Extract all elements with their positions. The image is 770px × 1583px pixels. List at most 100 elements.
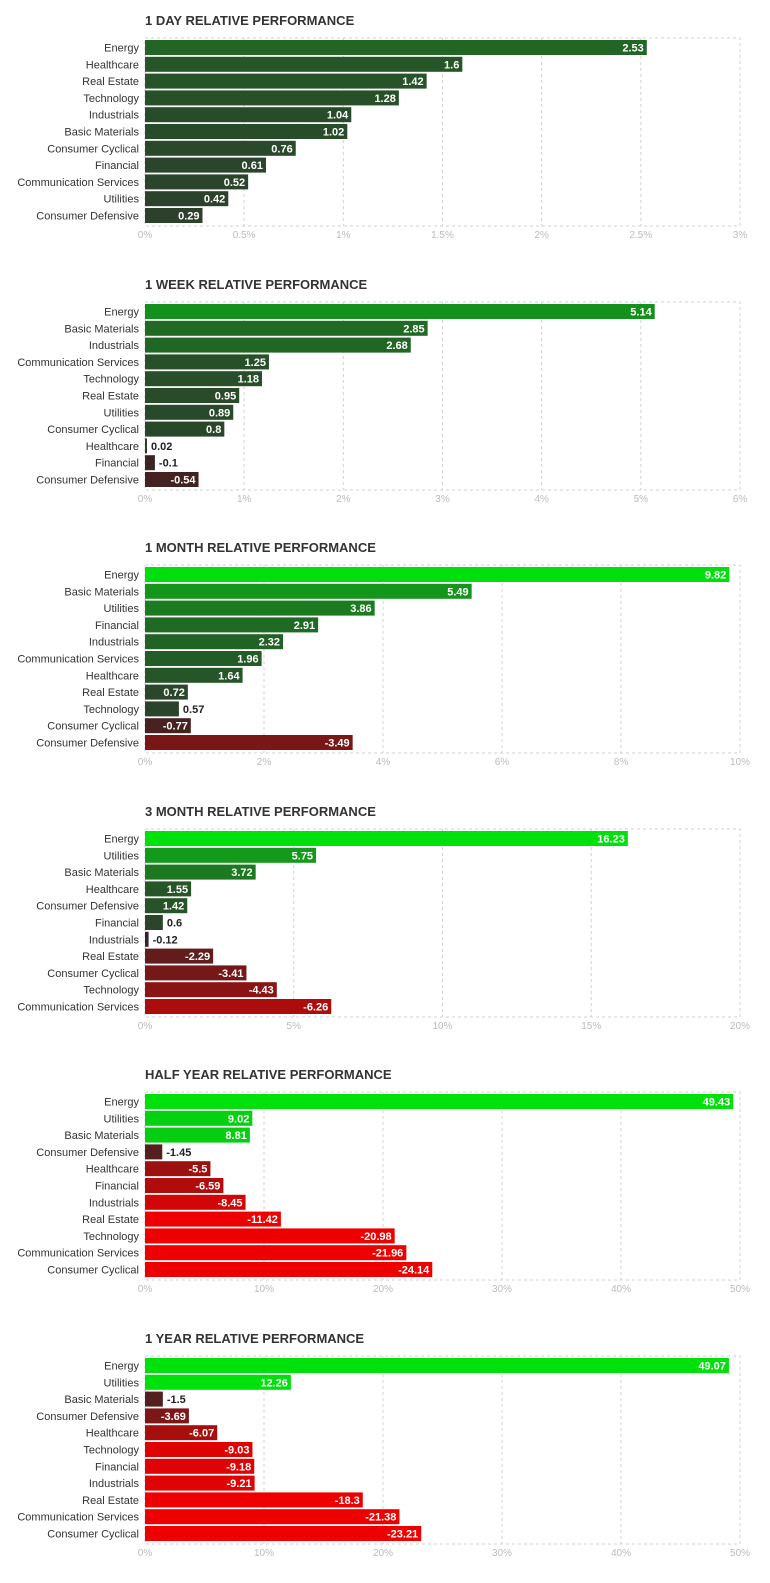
bar[interactable]	[145, 567, 730, 582]
bar-value-label: 0.02	[151, 440, 172, 452]
bar[interactable]	[145, 600, 375, 616]
category-label: Basic Materials	[64, 1394, 139, 1406]
x-tick-label: 3%	[733, 230, 748, 241]
bar[interactable]	[145, 404, 234, 420]
bar[interactable]	[145, 981, 277, 997]
bar-value-label: 0.72	[163, 687, 184, 699]
bar[interactable]	[145, 1094, 734, 1109]
bar[interactable]	[145, 583, 472, 599]
bar[interactable]	[145, 931, 149, 947]
bar[interactable]	[145, 437, 147, 453]
bar[interactable]	[145, 897, 188, 913]
x-tick-label: 30%	[492, 1284, 512, 1295]
bar[interactable]	[145, 370, 263, 386]
bar[interactable]	[145, 998, 332, 1014]
bar[interactable]	[145, 847, 317, 863]
bar[interactable]	[145, 667, 243, 683]
bar[interactable]	[145, 830, 628, 846]
bar[interactable]	[145, 1491, 363, 1507]
bar[interactable]	[145, 320, 428, 336]
bar[interactable]	[145, 718, 191, 734]
bar[interactable]	[145, 880, 192, 896]
x-tick-label: 0%	[138, 1021, 153, 1032]
bar[interactable]	[145, 914, 163, 930]
category-label: Communication Services	[17, 1248, 139, 1260]
bar[interactable]	[145, 1228, 395, 1244]
bar[interactable]	[145, 303, 655, 319]
bar[interactable]	[145, 454, 155, 470]
bar-value-label: -23.21	[387, 1528, 418, 1540]
bar[interactable]	[145, 56, 463, 72]
bar-value-label: -11.42	[247, 1214, 278, 1226]
bar[interactable]	[145, 1245, 407, 1261]
category-label: Financial	[95, 160, 139, 172]
category-label: Utilities	[104, 194, 140, 206]
bar[interactable]	[145, 864, 256, 880]
category-label: Utilities	[104, 407, 140, 419]
category-label: Healthcare	[86, 59, 139, 71]
bar[interactable]	[145, 1441, 253, 1457]
bar-value-label: 2.91	[294, 620, 315, 632]
category-label: Technology	[83, 704, 139, 716]
bar[interactable]	[145, 73, 427, 89]
bar[interactable]	[145, 634, 284, 650]
bar[interactable]	[145, 1211, 281, 1227]
bar[interactable]	[145, 1127, 250, 1143]
bar[interactable]	[145, 1357, 729, 1373]
bar[interactable]	[145, 157, 266, 173]
bar[interactable]	[145, 140, 296, 156]
bar-value-label: 1.55	[167, 883, 188, 895]
bar[interactable]	[145, 208, 203, 223]
bar[interactable]	[145, 1475, 255, 1491]
bar[interactable]	[145, 1262, 433, 1277]
bar[interactable]	[145, 1110, 253, 1126]
bar[interactable]	[145, 1458, 255, 1474]
bar-value-label: -6.26	[303, 1001, 328, 1013]
bar[interactable]	[145, 124, 348, 139]
bar[interactable]	[145, 107, 352, 123]
category-label: Real Estate	[82, 76, 139, 88]
bar[interactable]	[145, 1178, 224, 1193]
bar[interactable]	[145, 735, 353, 750]
bar[interactable]	[145, 1391, 163, 1407]
bar[interactable]	[145, 964, 247, 980]
chart-title: 1 MONTH RELATIVE PERFORMANCE	[145, 540, 376, 555]
bar[interactable]	[145, 191, 229, 207]
bar[interactable]	[145, 684, 188, 700]
bar[interactable]	[145, 701, 179, 717]
bar-value-label: 1.6	[444, 59, 459, 71]
bar[interactable]	[145, 1194, 246, 1210]
x-tick-label: 20%	[373, 1548, 393, 1559]
bar-value-label: 49.43	[703, 1097, 731, 1109]
bar[interactable]	[145, 948, 214, 964]
bar[interactable]	[145, 421, 225, 437]
bar-value-label: 0.57	[183, 704, 204, 716]
x-tick-label: 2.5%	[629, 230, 652, 241]
bar[interactable]	[145, 90, 399, 106]
bar[interactable]	[145, 617, 319, 633]
category-label: Healthcare	[86, 883, 139, 895]
x-tick-label: 40%	[611, 1548, 631, 1559]
bar-value-label: 1.96	[237, 654, 258, 666]
bar[interactable]	[145, 387, 240, 403]
bar[interactable]	[145, 1424, 218, 1440]
bar[interactable]	[145, 1508, 400, 1524]
bar[interactable]	[145, 471, 199, 487]
bar-value-label: 1.04	[327, 110, 349, 122]
bar-value-label: -1.45	[166, 1147, 191, 1159]
bar[interactable]	[145, 353, 269, 369]
bar[interactable]	[145, 1374, 291, 1390]
category-label: Energy	[104, 306, 139, 318]
bar[interactable]	[145, 40, 647, 55]
bar-value-label: -6.59	[195, 1181, 220, 1193]
bar[interactable]	[145, 174, 249, 190]
bar-value-label: 0.89	[209, 407, 230, 419]
bar[interactable]	[145, 651, 262, 666]
bar[interactable]	[145, 1407, 189, 1423]
bar[interactable]	[145, 1161, 211, 1177]
bar[interactable]	[145, 1144, 163, 1160]
x-tick-label: 2%	[257, 757, 272, 768]
bar[interactable]	[145, 337, 411, 353]
bar-value-label: 2.68	[386, 340, 407, 352]
bar[interactable]	[145, 1525, 422, 1541]
